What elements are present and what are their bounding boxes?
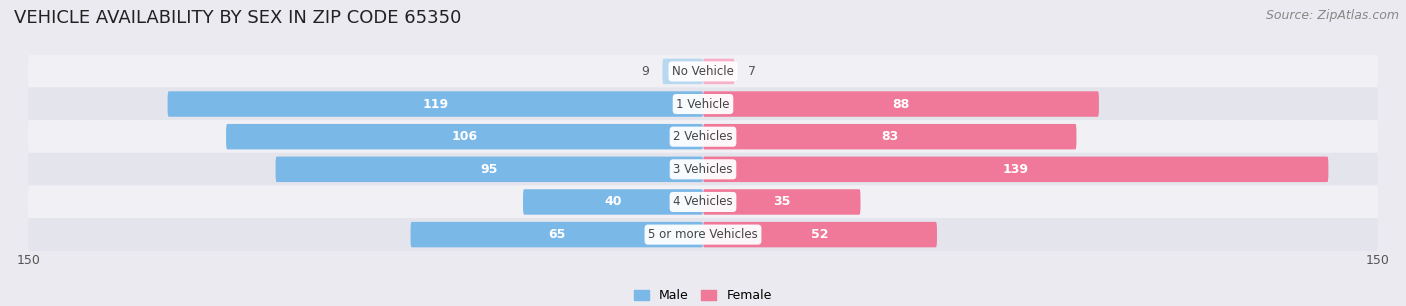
FancyBboxPatch shape [703,189,860,215]
Text: 7: 7 [748,65,756,78]
Text: 35: 35 [773,196,790,208]
Text: 1 Vehicle: 1 Vehicle [676,98,730,110]
FancyBboxPatch shape [226,124,703,149]
FancyBboxPatch shape [28,185,1378,218]
Text: 106: 106 [451,130,478,143]
Text: 52: 52 [811,228,828,241]
FancyBboxPatch shape [411,222,703,247]
Text: 65: 65 [548,228,565,241]
Text: VEHICLE AVAILABILITY BY SEX IN ZIP CODE 65350: VEHICLE AVAILABILITY BY SEX IN ZIP CODE … [14,9,461,27]
Text: No Vehicle: No Vehicle [672,65,734,78]
Text: 40: 40 [605,196,621,208]
FancyBboxPatch shape [703,59,734,84]
Text: 83: 83 [882,130,898,143]
Text: 95: 95 [481,163,498,176]
Text: 88: 88 [893,98,910,110]
FancyBboxPatch shape [28,55,1378,88]
Text: 4 Vehicles: 4 Vehicles [673,196,733,208]
Text: 119: 119 [422,98,449,110]
FancyBboxPatch shape [28,120,1378,153]
Legend: Male, Female: Male, Female [630,284,776,306]
FancyBboxPatch shape [703,124,1077,149]
Text: 2 Vehicles: 2 Vehicles [673,130,733,143]
FancyBboxPatch shape [703,157,1329,182]
FancyBboxPatch shape [167,91,703,117]
Text: 3 Vehicles: 3 Vehicles [673,163,733,176]
FancyBboxPatch shape [703,91,1099,117]
FancyBboxPatch shape [28,153,1378,186]
Text: Source: ZipAtlas.com: Source: ZipAtlas.com [1265,9,1399,22]
Text: 139: 139 [1002,163,1029,176]
FancyBboxPatch shape [28,218,1378,251]
Text: 9: 9 [641,65,650,78]
FancyBboxPatch shape [703,222,936,247]
FancyBboxPatch shape [28,88,1378,121]
FancyBboxPatch shape [523,189,703,215]
FancyBboxPatch shape [662,59,703,84]
FancyBboxPatch shape [276,157,703,182]
Text: 5 or more Vehicles: 5 or more Vehicles [648,228,758,241]
